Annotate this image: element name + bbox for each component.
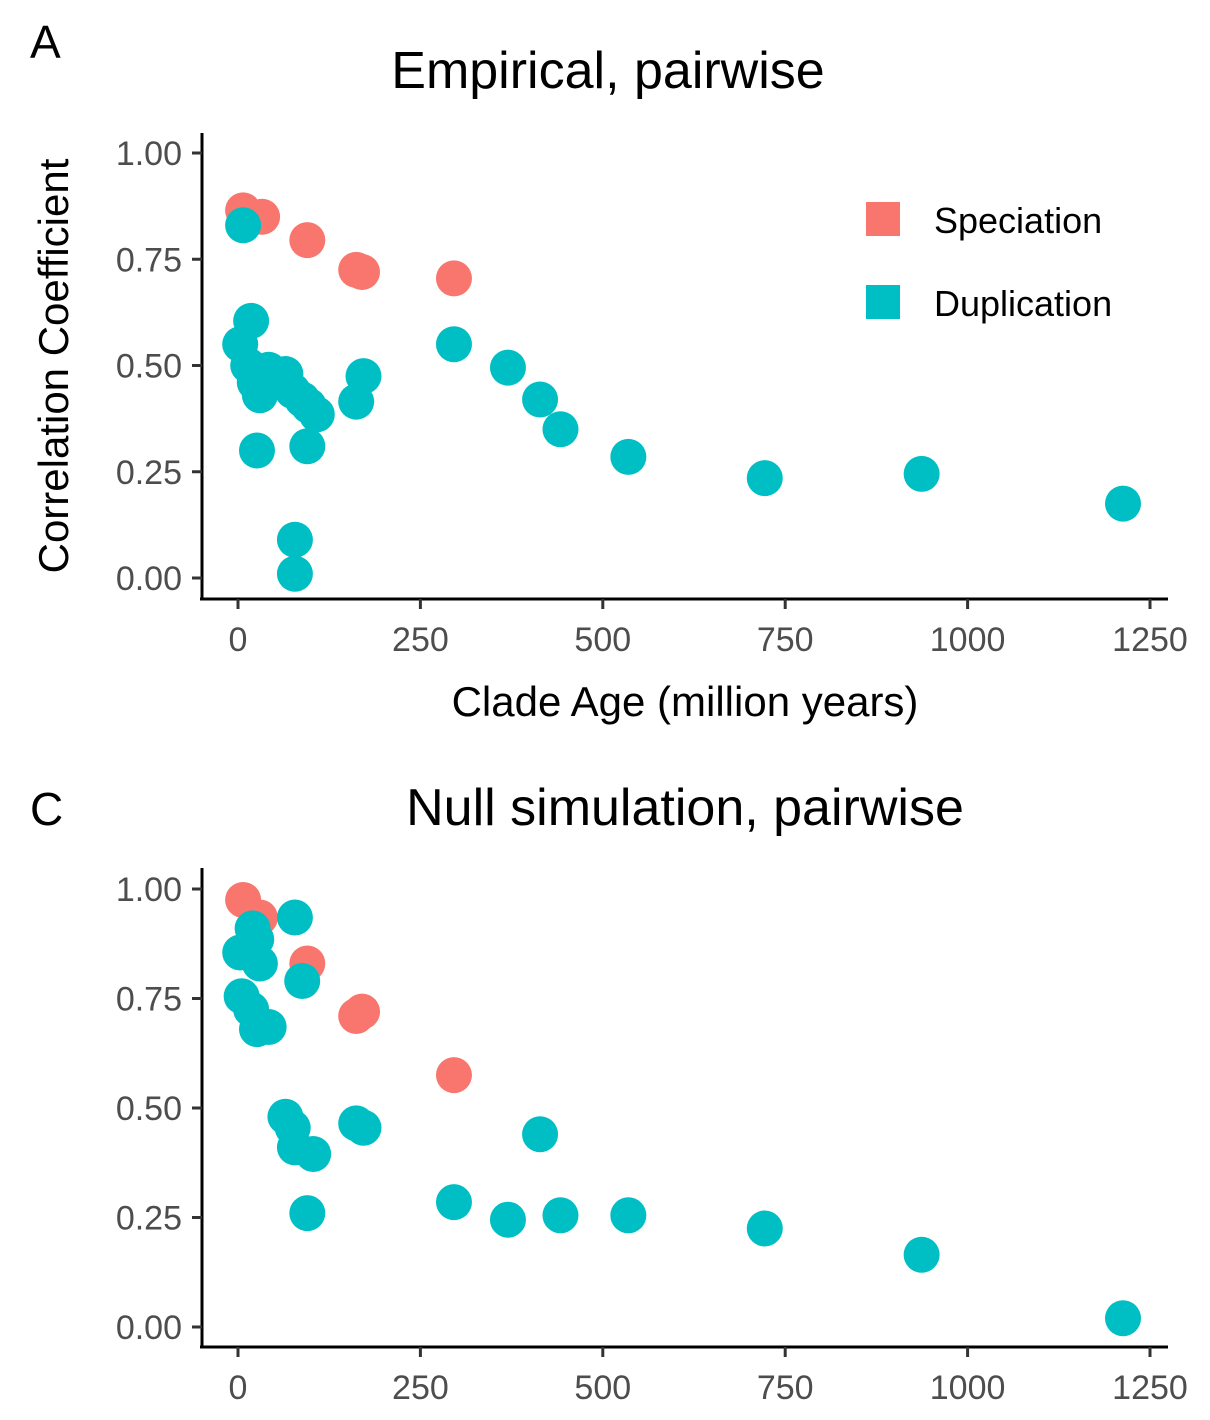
panel-label-c: C (30, 783, 63, 835)
panel-c-point-duplication (276, 899, 313, 936)
panel-a-point-duplication (276, 521, 313, 558)
panel-a-y-tick-label: 0.50 (116, 348, 182, 386)
panel-a-point-speciation (344, 254, 381, 290)
panel-a-x-tick-label: 0 (229, 621, 248, 659)
panel-a-point-speciation (435, 260, 472, 297)
panel-c-x-tick-label: 1000 (930, 1369, 1006, 1407)
panel-a-x-tick-label: 500 (574, 621, 631, 659)
panel-a-title: Empirical, pairwise (391, 42, 824, 100)
panel-a-x-tick-label: 250 (392, 621, 449, 659)
panel-a-x-tick-label: 1250 (1112, 621, 1188, 659)
panel-c-y-tick-label: 1.00 (116, 871, 182, 909)
panel-c-x-tick-label: 250 (392, 1369, 449, 1407)
panel-a-x-axis-title: Clade Age (million years) (452, 678, 919, 725)
panel-c-point-duplication (610, 1197, 647, 1234)
panel-a-ticks: 0 250 500 750 1000 1250 0.00 0.25 0.50 0.75 1.00 (116, 135, 1188, 659)
panel-label-a: A (30, 16, 61, 68)
panel-c-x-tick-label: 500 (574, 1369, 631, 1407)
panel-a-point-duplication (610, 438, 647, 475)
panel-a-point-duplication (489, 349, 526, 386)
panel-a-points (222, 192, 1142, 592)
panel-a-point-duplication (276, 555, 313, 592)
panel-c-point-duplication (1105, 1300, 1142, 1337)
panel-c-y-tick-label: 0.75 (116, 981, 182, 1019)
panel-a-point-duplication (542, 411, 579, 448)
panel-c-point-duplication (250, 1008, 287, 1045)
panel-c-ticks: 0 250 500 750 1000 1250 0.00 0.25 0.50 0.75 1.00 (116, 871, 1188, 1407)
panel-a-y-tick-label: 0.25 (116, 454, 182, 492)
panel-a: A Empirical, pairwise Correlation Coeffi… (30, 16, 1188, 725)
legend: Speciation Duplication (866, 200, 1112, 324)
panel-a-point-duplication (345, 358, 382, 395)
panel-c-point-duplication (522, 1116, 559, 1153)
panel-c-point-duplication (284, 962, 321, 999)
panel-c-point-duplication (746, 1210, 783, 1247)
panel-a-point-duplication (522, 381, 559, 418)
panel-a-y-axis-title: Correlation Coefficient (30, 158, 77, 573)
panel-a-y-tick-label: 1.00 (116, 135, 182, 173)
panel-a-point-duplication (298, 396, 335, 433)
panel-c-point-duplication (295, 1135, 332, 1172)
panel-a-point-duplication (289, 428, 326, 465)
panel-c-points (222, 881, 1142, 1337)
panel-a-point-duplication (225, 207, 262, 244)
panel-c-y-tick-label: 0.00 (116, 1309, 182, 1347)
panel-a-point-duplication (1105, 485, 1142, 522)
panel-c-y-tick-label: 0.50 (116, 1090, 182, 1128)
panel-c-point-duplication (489, 1201, 526, 1238)
panel-c-point-duplication (435, 1184, 472, 1221)
panel-c-x-tick-label: 1250 (1112, 1369, 1188, 1407)
panel-c-point-duplication (903, 1236, 940, 1273)
panel-c-title: Null simulation, pairwise (406, 779, 964, 837)
legend-key-duplication (866, 285, 900, 319)
panel-a-point-duplication (903, 455, 940, 492)
panel-a-x-tick-label: 1000 (930, 621, 1006, 659)
panel-a-point-duplication (233, 302, 270, 339)
panel-c-point-duplication (345, 1109, 382, 1146)
panel-c-point-duplication (289, 1195, 326, 1232)
panel-c-point-speciation (344, 993, 381, 1030)
panel-a-point-speciation (289, 222, 326, 259)
panel-c-point-duplication (241, 945, 278, 982)
panel-a-y-tick-label: 0.00 (116, 560, 182, 598)
legend-label-duplication: Duplication (934, 283, 1112, 324)
legend-key-speciation (866, 202, 900, 236)
panel-c-point-duplication (542, 1197, 579, 1234)
panel-c-y-tick-label: 0.25 (116, 1200, 182, 1238)
panel-a-point-duplication (435, 326, 472, 363)
panel-a-point-duplication (238, 432, 275, 469)
panel-a-point-duplication (746, 460, 783, 497)
legend-label-speciation: Speciation (934, 200, 1102, 241)
panel-a-y-tick-label: 0.75 (116, 241, 182, 279)
panel-a-x-tick-label: 750 (757, 621, 814, 659)
panel-c-x-tick-label: 0 (229, 1369, 248, 1407)
panel-c-point-speciation (435, 1057, 472, 1094)
panel-c-x-tick-label: 750 (757, 1369, 814, 1407)
panel-c: C Null simulation, pairwise 0 250 500 750 10… (30, 779, 1188, 1407)
